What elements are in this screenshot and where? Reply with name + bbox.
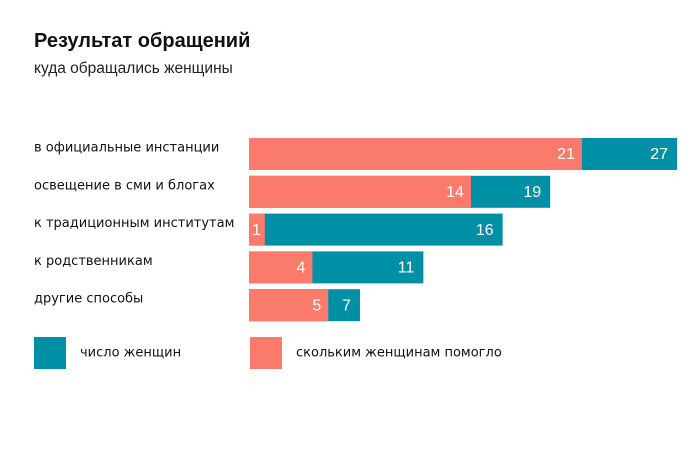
value-label-helped: 4	[297, 260, 306, 277]
bar-total	[249, 213, 503, 246]
value-label-total: 27	[650, 146, 668, 163]
chart-subtitle: куда обращались женщины	[34, 60, 233, 77]
value-label-helped: 1	[252, 222, 261, 239]
value-label-total: 11	[398, 260, 415, 277]
legend-label-helped: скольким женщинам помогло	[296, 346, 502, 361]
chart-title: Результат обращений	[34, 30, 251, 52]
bar-helped	[249, 138, 582, 170]
value-label-total: 16	[476, 222, 494, 239]
legend-swatch-total	[34, 337, 66, 369]
bar-helped	[249, 175, 471, 208]
category-label: другие способы	[34, 292, 143, 307]
legend-swatch-helped	[250, 337, 282, 369]
value-label-total: 7	[342, 297, 351, 314]
bar-helped	[249, 289, 329, 322]
value-label-helped: 21	[557, 146, 575, 163]
legend-label-total: число женщин	[80, 346, 181, 361]
value-label-helped: 5	[312, 297, 321, 314]
value-label-helped: 14	[446, 184, 464, 201]
category-label: в официальные инстанции	[34, 141, 219, 156]
category-label: к традиционным институтам	[34, 216, 234, 231]
bar-helped	[249, 213, 265, 246]
category-label: к родственникам	[34, 254, 153, 269]
value-label-total: 19	[523, 184, 541, 201]
category-label: освещение в сми и блогах	[34, 178, 215, 193]
bar-helped	[249, 251, 313, 284]
